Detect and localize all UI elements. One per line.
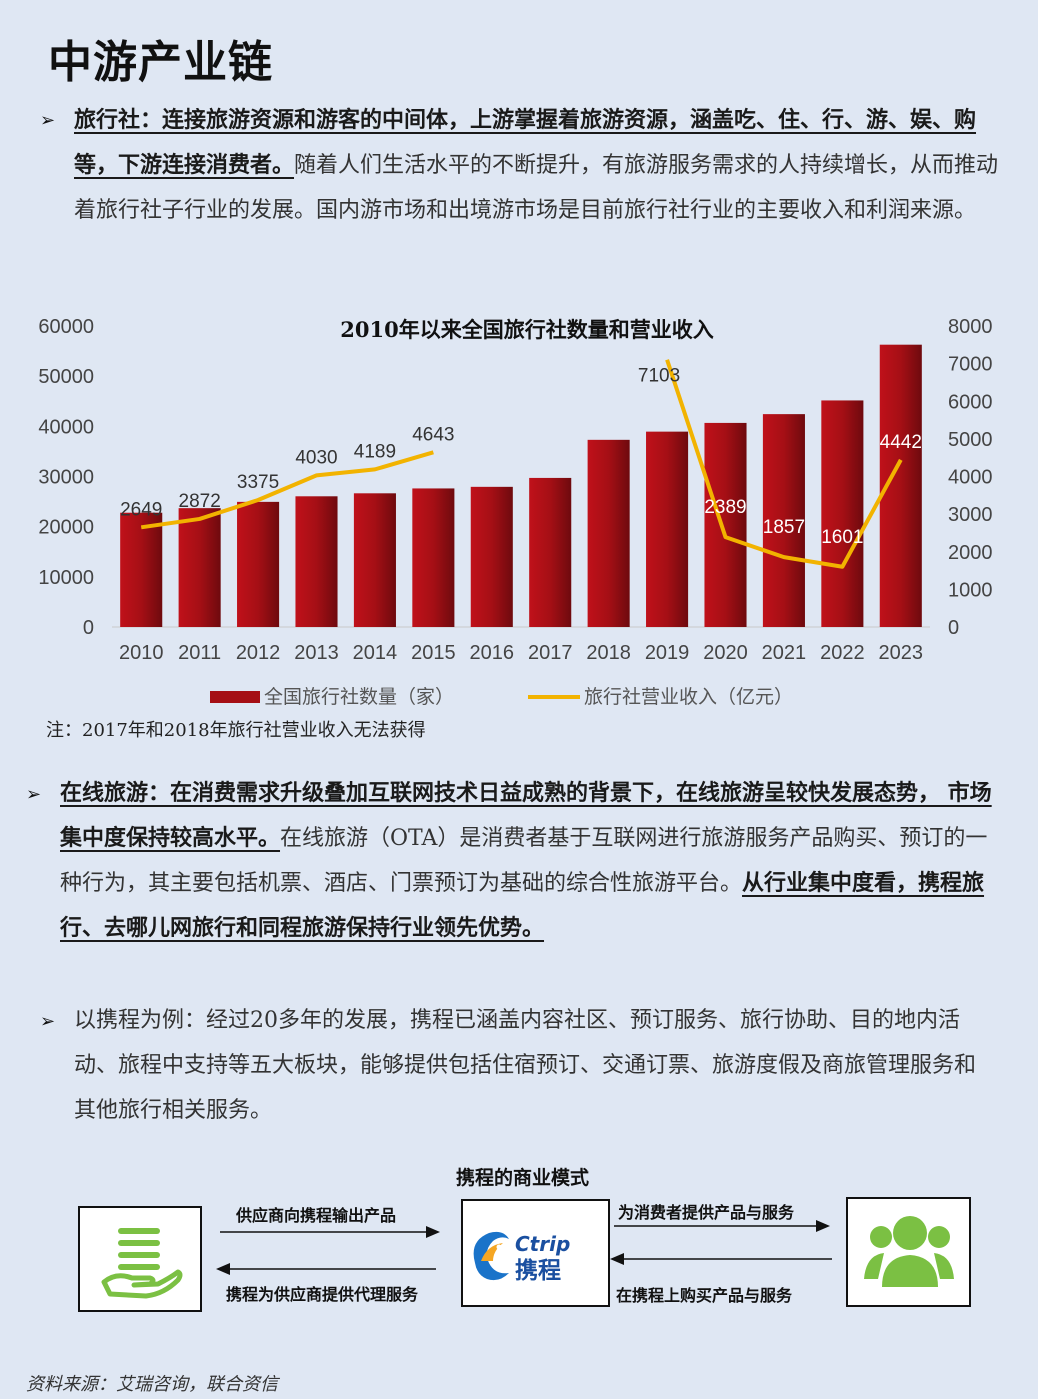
y-left-tick-label: 40000 (38, 416, 94, 438)
paragraph-online-travel-highlight-2: 从行业集中度看，携程旅行、去哪儿网旅行和同程旅游保持行业领先优势。 (60, 870, 985, 941)
y-right-tick-label: 4000 (948, 467, 993, 489)
y-right-tick-label: 1000 (948, 579, 993, 601)
revenue-data-label: 1601 (821, 527, 863, 548)
x-tick-label: 2011 (178, 642, 221, 664)
y-left-tick-label: 10000 (38, 567, 94, 589)
ctrip-logo-cn: 携程 (515, 1257, 561, 1284)
revenue-data-label: 2389 (704, 497, 746, 518)
ctrip-box: Ctrip 携程 (461, 1199, 610, 1307)
y-left-tick-label: 0 (83, 617, 94, 639)
y-right-tick-label: 8000 (948, 316, 993, 338)
revenue-data-label: 4442 (880, 432, 922, 453)
x-tick-label: 2012 (236, 642, 281, 664)
bar (237, 501, 280, 627)
x-tick-label: 2016 (470, 642, 515, 664)
supplier-box (78, 1206, 202, 1312)
paragraph-online-travel-highlight: 在线旅游：在消费需求升级叠加互联网技术日益成熟的背景下，在线旅游呈较快发展态势，… (60, 780, 992, 851)
revenue-data-label: 1857 (763, 517, 805, 538)
revenue-data-label: 2649 (120, 499, 162, 520)
revenue-data-label: 4030 (295, 447, 337, 468)
y-right-tick-label: 0 (948, 617, 959, 639)
x-tick-label: 2019 (645, 642, 690, 664)
bar (295, 496, 338, 627)
bar (353, 493, 396, 627)
x-tick-label: 2015 (411, 642, 456, 664)
bullet-arrow-icon: ➢ (40, 1011, 56, 1032)
bar (587, 439, 630, 627)
x-tick-label: 2014 (353, 642, 398, 664)
bar (646, 431, 689, 627)
source-note: 资料来源：艾瑞咨询，联合资信 (26, 1374, 278, 1395)
diagram-title: 携程的商业模式 (456, 1167, 590, 1189)
paragraph-online-travel-body: 在线旅游（OTA）是消费者基于互联网进行旅游服务产品购买、预订的一种行为，其主要… (60, 826, 988, 896)
x-tick-label: 2010 (119, 642, 164, 664)
y-left-tick-label: 50000 (38, 366, 94, 388)
x-tick-label: 2022 (820, 642, 865, 664)
bar (120, 512, 163, 627)
revenue-data-label: 4189 (354, 441, 396, 462)
arrow-label-consumer-to-ctrip: 在携程上购买产品与服务 (616, 1286, 793, 1305)
y-right-tick-label: 5000 (948, 429, 993, 451)
x-tick-label: 2013 (294, 642, 339, 664)
bar (704, 422, 747, 627)
revenue-data-label: 2872 (179, 491, 221, 512)
y-left-tick-label: 20000 (38, 517, 94, 539)
arrow-label-ctrip-to-consumer: 为消费者提供产品与服务 (618, 1203, 795, 1222)
y-left-tick-label: 60000 (38, 316, 94, 338)
ctrip-logo-en: Ctrip (515, 1232, 570, 1256)
paragraph-online-travel: 在线旅游：在消费需求升级叠加互联网技术日益成熟的背景下，在线旅游呈较快发展态势，… (60, 771, 1000, 951)
arrow-right-icon (220, 1226, 440, 1238)
chart-title: 2010年以来全国旅行社数量和营业收入 (340, 317, 713, 342)
paragraph-travel-agency-body: 随着人们生活水平的不断提升，有旅游服务需求的人持续增长，从而推动着旅行社子行业的… (74, 153, 999, 223)
bar (412, 488, 455, 627)
y-left-tick-label: 30000 (38, 467, 94, 489)
bar (762, 414, 805, 627)
bullet-arrow-icon: ➢ (26, 784, 42, 805)
legend-line-label: 旅行社营业收入（亿元） (584, 686, 793, 708)
y-right-tick-label: 2000 (948, 542, 993, 564)
arrow-label-ctrip-to-supplier: 携程为供应商提供代理服务 (226, 1285, 419, 1304)
bullet-arrow-icon: ➢ (40, 110, 56, 131)
revenue-data-label: 7103 (638, 366, 680, 387)
supplier-hand-icon (101, 1228, 183, 1299)
page-title: 中游产业链 (48, 37, 273, 88)
revenue-data-label: 3375 (237, 472, 279, 493)
y-right-tick-label: 6000 (948, 391, 993, 413)
y-right-tick-label: 3000 (948, 504, 993, 526)
ctrip-logo-icon: Ctrip 携程 (473, 1231, 570, 1284)
bar (821, 400, 864, 627)
paragraph-ctrip-example: 以携程为例：经过20多年的发展，携程已涵盖内容社区、预订服务、旅行协助、目的地内… (74, 1008, 977, 1123)
x-tick-label: 2020 (703, 642, 748, 664)
revenue-data-label: 4643 (412, 424, 454, 445)
y-right-tick-label: 7000 (948, 354, 993, 376)
chart-note: 注：2017年和2018年旅行社营业收入无法获得 (46, 720, 426, 741)
legend-bar-swatch (210, 691, 260, 703)
arrow-left-icon (216, 1263, 436, 1275)
bar (529, 477, 572, 627)
arrow-label-supplier-to-ctrip: 供应商向携程输出产品 (236, 1206, 397, 1225)
travel-agency-chart: 6000050000400003000020000100000800070006… (38, 316, 993, 708)
x-tick-label: 2023 (879, 642, 924, 664)
x-tick-label: 2018 (586, 642, 631, 664)
arrow-left-icon (610, 1253, 832, 1265)
paragraph-travel-agency: 旅行社：连接旅游资源和游客的中间体，上游掌握着旅游资源，涵盖吃、住、行、游、娱、… (74, 98, 1014, 233)
revenue-line (665, 359, 903, 569)
x-tick-label: 2021 (762, 642, 807, 664)
paragraph-travel-agency-highlight: 旅行社：连接旅游资源和游客的中间体，上游掌握着旅游资源，涵盖吃、住、行、游、娱、… (74, 107, 977, 178)
revenue-line (140, 450, 434, 530)
consumer-group-icon (864, 1216, 954, 1287)
legend-bar-label: 全国旅行社数量（家） (264, 686, 454, 708)
x-tick-label: 2017 (528, 642, 573, 664)
bar (178, 508, 221, 627)
bar (470, 486, 513, 627)
arrow-right-icon (614, 1220, 830, 1232)
consumer-box (846, 1197, 971, 1307)
